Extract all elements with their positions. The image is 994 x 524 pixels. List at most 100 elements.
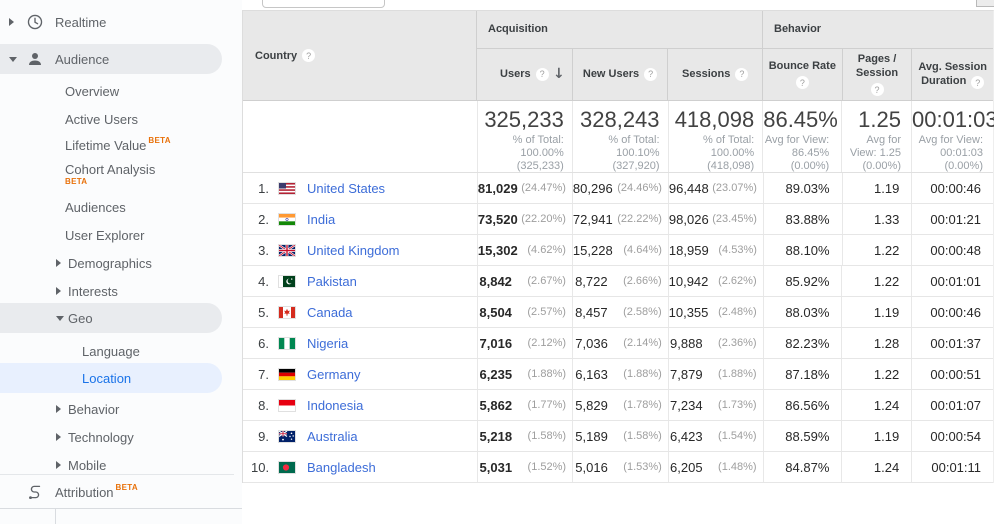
- sidebar-item-behavior[interactable]: Behavior: [0, 394, 222, 424]
- country-cell: 6. Nigeria: [243, 328, 477, 358]
- table-corner-button[interactable]: [976, 0, 994, 7]
- sidebar-item-overview[interactable]: Overview: [0, 76, 222, 106]
- country-flag-icon-id: [279, 399, 295, 411]
- help-icon[interactable]: ?: [535, 67, 549, 81]
- country-cell: 5. Canada: [243, 297, 477, 327]
- sidebar-item-demographics[interactable]: Demographics: [0, 248, 222, 278]
- pages-session-cell: 1.19: [841, 173, 912, 203]
- help-icon[interactable]: ?: [644, 67, 658, 81]
- country-flag-icon-ca: [279, 306, 295, 318]
- sort-desc-icon[interactable]: ↓: [552, 66, 565, 83]
- avg-session-duration-cell: 00:01:11: [911, 452, 993, 482]
- sidebar-item-active-users[interactable]: Active Users: [0, 104, 222, 134]
- new-users-cell: 5,016 (1.53%): [572, 452, 668, 482]
- column-header-bounce-rate[interactable]: Bounce Rate ?: [768, 60, 836, 90]
- new-users-cell: 5,829 (1.78%): [572, 390, 668, 420]
- pages-session-cell: 1.22: [841, 359, 911, 389]
- sidebar-item-audience[interactable]: Audience: [0, 44, 222, 74]
- pages-session-cell: 1.22: [841, 266, 911, 296]
- bounce-rate-cell: 87.18%: [762, 359, 842, 389]
- country-cell: 3. United Kingdom: [243, 235, 477, 265]
- column-header-country[interactable]: Country ?: [243, 11, 476, 100]
- table-row: 3. United Kingdom 15,302 (4.62%) 15,228 (4…: [243, 235, 993, 266]
- totals-avg-session-duration: 00:01:03 Avg for View: 00:01:03 (0.00%): [911, 101, 994, 172]
- column-header-pages-session[interactable]: Pages / Session ?: [841, 48, 912, 100]
- sessions-cell: 96,448 (23.07%): [667, 173, 763, 203]
- sessions-cell: 98,026 (23.45%): [667, 204, 763, 234]
- country-link[interactable]: Australia: [307, 428, 358, 444]
- pages-session-cell: 1.24: [841, 390, 911, 420]
- new-users-cell: 8,722 (2.66%): [571, 266, 668, 296]
- country-link[interactable]: United Kingdom: [307, 242, 400, 258]
- bounce-rate-cell: 86.56%: [762, 390, 842, 420]
- sidebar-item-mobile[interactable]: Mobile: [0, 450, 222, 480]
- table-row: 1. United States 81,029 (24.47%) 80,296 (2…: [243, 173, 993, 204]
- new-users-cell: 5,189 (1.58%): [572, 421, 668, 451]
- country-link[interactable]: Indonesia: [307, 397, 364, 413]
- avg-session-duration-cell: 00:01:01: [911, 266, 993, 296]
- country-link[interactable]: Germany: [307, 366, 361, 382]
- bounce-rate-cell: 89.03%: [762, 173, 842, 203]
- pages-session-cell: 1.22: [841, 235, 912, 265]
- sidebar-item-label: Audience: [55, 51, 110, 67]
- avg-session-duration-cell: 00:00:51: [911, 359, 993, 389]
- pages-session-cell: 1.28: [841, 328, 911, 358]
- users-cell: 8,842 (2.67%): [477, 266, 572, 296]
- users-cell: 7,016 (2.12%): [477, 328, 572, 358]
- sidebar-item-label: Behavior: [68, 401, 120, 417]
- country-flag-icon-pk: [279, 275, 295, 287]
- help-icon[interactable]: ?: [302, 49, 316, 62]
- help-icon[interactable]: ?: [795, 76, 809, 90]
- sidebar-item-label: Lifetime Value: [65, 137, 147, 153]
- column-header-new-users[interactable]: New Users ?: [571, 48, 668, 100]
- help-icon[interactable]: ?: [870, 83, 884, 97]
- country-link[interactable]: Bangladesh: [307, 459, 376, 475]
- table-search-input[interactable]: [262, 0, 385, 8]
- column-header-users[interactable]: Users ? ↓: [500, 66, 565, 83]
- sidebar-item-interests[interactable]: Interests: [0, 276, 222, 306]
- sidebar-item-technology[interactable]: Technology: [0, 422, 222, 452]
- help-icon[interactable]: ?: [971, 76, 985, 90]
- bounce-rate-cell: 84.87%: [762, 452, 842, 482]
- sidebar-item-location[interactable]: Location: [0, 363, 222, 393]
- sidebar-item-audiences[interactable]: Audiences: [0, 192, 222, 222]
- country-link[interactable]: Nigeria: [307, 335, 349, 351]
- totals-pages-session: 1.25 Avg for View: 1.25 (0.00%): [841, 101, 911, 172]
- sidebar-item-cohort-analysis[interactable]: Cohort Analysis BETA: [0, 155, 222, 193]
- pages-session-cell: 1.19: [841, 421, 911, 451]
- sidebar-item-language[interactable]: Language: [0, 336, 222, 366]
- pages-session-cell: 1.33: [841, 204, 912, 234]
- country-link[interactable]: India: [307, 211, 336, 227]
- users-cell: 6,235 (1.88%): [477, 359, 572, 389]
- sidebar-item-label: Mobile: [68, 457, 107, 473]
- country-header-label: Country: [255, 49, 298, 62]
- country-cell: 4. Pakistan: [243, 266, 477, 296]
- users-cell: 5,218 (1.58%): [477, 421, 572, 451]
- sidebar-item-lifetime-value[interactable]: Lifetime Value BETA: [0, 130, 222, 160]
- attribution-icon: [26, 483, 44, 501]
- sidebar-item-label: Technology: [68, 429, 134, 445]
- bounce-rate-cell: 88.59%: [762, 421, 842, 451]
- sidebar-item-label: Location: [82, 370, 132, 386]
- new-users-cell: 7,036 (2.14%): [572, 328, 668, 358]
- totals-sessions: 418,098 % of Total: 100.00% (418,098): [667, 101, 763, 172]
- sidebar-item-label: Interests: [68, 283, 118, 299]
- group-acquisition: Acquisition Users ? ↓ New Users ? Sessio: [476, 11, 762, 100]
- avg-session-duration-cell: 00:01:07: [911, 390, 993, 420]
- sidebar-item-attribution[interactable]: Attribution BETA: [0, 477, 222, 507]
- country-link[interactable]: Canada: [307, 304, 353, 320]
- sidebar-item-geo[interactable]: Geo: [0, 303, 222, 333]
- column-header-sessions[interactable]: Sessions ?: [667, 48, 762, 100]
- country-flag-icon-in: [279, 213, 295, 225]
- bounce-rate-cell: 88.10%: [762, 235, 842, 265]
- chevron-right-icon: [56, 405, 61, 413]
- sidebar-item-realtime[interactable]: Realtime: [0, 7, 222, 37]
- help-icon[interactable]: ?: [735, 67, 749, 81]
- country-link[interactable]: United States: [307, 180, 386, 196]
- totals-country-cell: [243, 101, 477, 172]
- country-link[interactable]: Pakistan: [307, 273, 357, 289]
- sidebar-item-user-explorer[interactable]: User Explorer: [0, 220, 222, 250]
- chevron-down-icon: [56, 315, 64, 321]
- column-header-avg-session-duration[interactable]: Avg. Session Duration?: [911, 48, 993, 100]
- avg-session-duration-cell: 00:00:46: [911, 297, 993, 327]
